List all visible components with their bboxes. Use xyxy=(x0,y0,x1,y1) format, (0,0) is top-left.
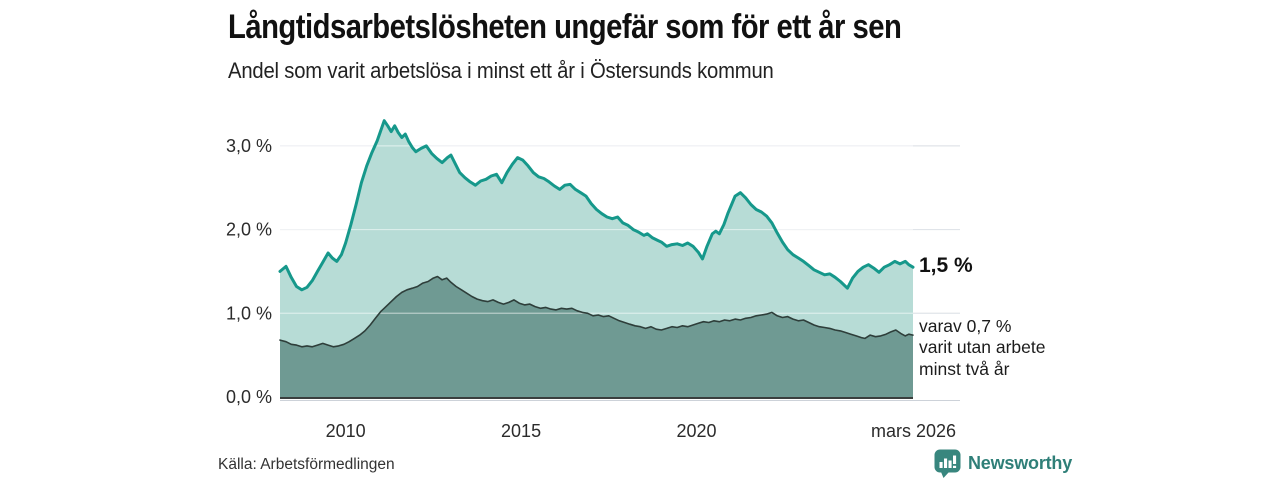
source-caption: Källa: Arbetsförmedlingen xyxy=(218,456,395,473)
y-tick-label: 0,0 % xyxy=(226,387,272,407)
newsworthy-logo: Newsworthy xyxy=(934,449,1072,478)
y-tick-label: 2,0 % xyxy=(226,220,272,240)
x-tick-label: 2020 xyxy=(676,421,716,441)
line-series-1 xyxy=(279,275,914,348)
brand-name: Newsworthy xyxy=(968,453,1073,473)
y-tick-label: 3,0 % xyxy=(226,136,272,156)
latest-value-annotation: 1,5 % xyxy=(919,254,973,277)
x-tick-label: mars 2026 xyxy=(871,421,956,441)
bar-chart-speech-bubble-icon xyxy=(934,449,961,478)
page-subtitle: Andel som varit arbetslösa i minst ett å… xyxy=(228,58,774,83)
page-title: Långtidsarbetslösheten ungefär som för e… xyxy=(228,8,902,46)
area-series-1 xyxy=(280,276,913,397)
y-tick-label: 1,0 % xyxy=(226,303,272,323)
line-series-0 xyxy=(278,119,915,292)
x-tick-label: 2015 xyxy=(501,421,541,441)
x-tick-label: 2010 xyxy=(326,421,366,441)
subseries-annotation: varav 0,7 % varit utan arbete minst två … xyxy=(919,316,1046,379)
